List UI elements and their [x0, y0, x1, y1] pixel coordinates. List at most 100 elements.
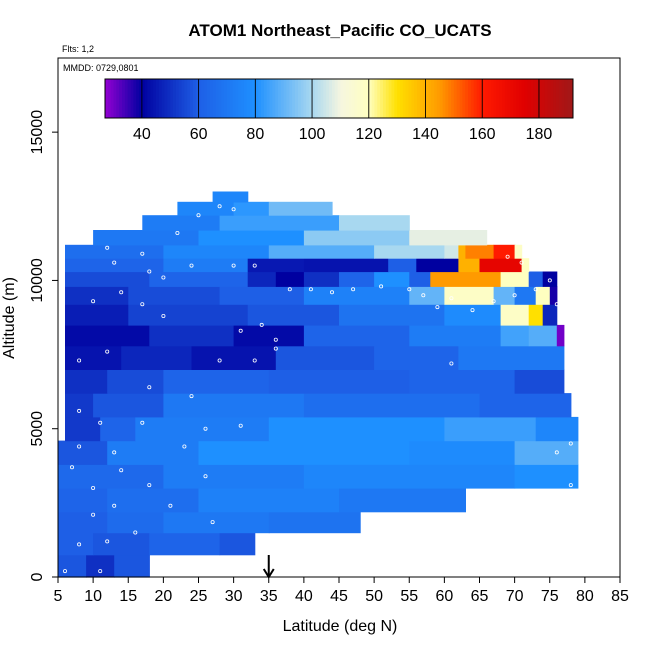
colorbar-step [150, 79, 154, 118]
heatmap-cell [409, 440, 516, 465]
observation-point [505, 254, 510, 259]
heatmap-cell [247, 271, 277, 287]
observation-point [63, 569, 68, 574]
heatmap-cell [58, 511, 108, 534]
colorbar-step [448, 79, 452, 118]
colorbar-step [419, 79, 424, 118]
colorbar-tick-label: 120 [355, 126, 382, 143]
heatmap-cell [339, 271, 375, 287]
colorbar-tick-label: 80 [246, 126, 264, 143]
observation-point [568, 497, 573, 502]
colorbar-step [482, 79, 486, 118]
colorbar-step [147, 79, 151, 118]
heatmap-cell [374, 271, 410, 287]
colorbar-step [348, 79, 353, 118]
observation-point [77, 408, 82, 413]
heatmap-cell [149, 271, 249, 287]
colorbar-step [297, 79, 302, 118]
heatmap-cell [177, 201, 235, 216]
observation-point [147, 385, 152, 390]
colorbar-step [175, 79, 180, 118]
colorbar-step [405, 79, 409, 118]
x-tick-label: 50 [365, 588, 383, 605]
chart-title: ATOM1 Northeast_Pacific CO_UCATS [188, 21, 491, 40]
colorbar-step [368, 79, 373, 118]
colorbar-step [513, 79, 517, 118]
colorbar-step [337, 79, 341, 118]
colorbar-step [363, 79, 367, 118]
colorbar-step [292, 79, 296, 118]
heatmap-cell [163, 393, 305, 418]
observation-point [547, 278, 552, 283]
colorbar-step [229, 79, 234, 118]
x-axis-title: Latitude (deg N) [283, 618, 398, 635]
colorbar-step [238, 79, 242, 118]
heatmap-cell [149, 532, 221, 556]
heatmap-cell [514, 244, 523, 259]
heatmap-cell [479, 258, 523, 273]
x-tick-label: 20 [154, 588, 172, 605]
colorbar-step [300, 79, 304, 118]
colorbar-step [255, 79, 259, 118]
x-tick-label: 45 [330, 588, 348, 605]
colorbar-step [144, 79, 148, 118]
observation-point [161, 275, 166, 280]
colorbar-step [547, 79, 551, 118]
colorbar-step [130, 79, 134, 118]
colorbar-step [544, 79, 548, 118]
colorbar-step [215, 79, 219, 118]
colorbar-step [564, 79, 568, 118]
colorbar-step [399, 79, 404, 118]
observation-point [568, 441, 573, 446]
colorbar-step [558, 79, 563, 118]
colorbar-step [258, 79, 262, 118]
colorbar-step [388, 79, 392, 118]
observation-point [351, 287, 356, 292]
colorbar-step [122, 79, 126, 118]
heatmap-cell [514, 286, 537, 305]
observation-point [140, 420, 145, 425]
heatmap-cell [107, 440, 200, 465]
colorbar-step [136, 79, 140, 118]
heatmap-cell [93, 532, 150, 556]
heatmap-cell [514, 464, 579, 489]
heatmap-cell [528, 304, 544, 326]
colorbar-step [445, 79, 449, 118]
heatmap-cell [514, 440, 579, 465]
observation-point [470, 308, 475, 313]
heatmap-cell [65, 286, 129, 305]
heatmap-cell [149, 324, 235, 347]
heatmap-cell [444, 244, 460, 259]
colorbar-step [453, 79, 458, 118]
heatmap-cell [163, 244, 270, 259]
heatmap-cell [58, 554, 87, 578]
heatmap-cell [219, 215, 340, 231]
heatmap-cell [303, 464, 516, 489]
colorbar-step [246, 79, 251, 118]
colorbar-step [249, 79, 253, 118]
heatmap-cell [268, 416, 445, 442]
observation-point [112, 260, 117, 265]
heatmap-cell [268, 201, 333, 216]
colorbar-step [261, 79, 265, 118]
colorbar-step [340, 79, 344, 118]
colorbar-step [241, 79, 245, 118]
y-tick-label: 5000 [29, 411, 46, 447]
heatmap-cell [268, 369, 410, 394]
colorbar-step [510, 79, 514, 118]
heatmap-cell [275, 271, 305, 287]
colorbar-step [289, 79, 293, 118]
colorbar-step [224, 79, 228, 118]
observation-point [133, 530, 138, 535]
heatmap-cell [128, 286, 221, 305]
colorbar-step [397, 79, 401, 118]
heatmap-cell [128, 304, 249, 326]
colorbar: 40 60 80 100 120 140 160 180 [104, 78, 574, 143]
heatmap-cell [500, 324, 530, 347]
colorbar-step [209, 79, 214, 118]
colorbar-step [414, 79, 418, 118]
observation-point [91, 485, 96, 490]
colorbar-step [504, 79, 509, 118]
heatmap-cell [409, 324, 502, 347]
colorbar-step [570, 79, 574, 118]
